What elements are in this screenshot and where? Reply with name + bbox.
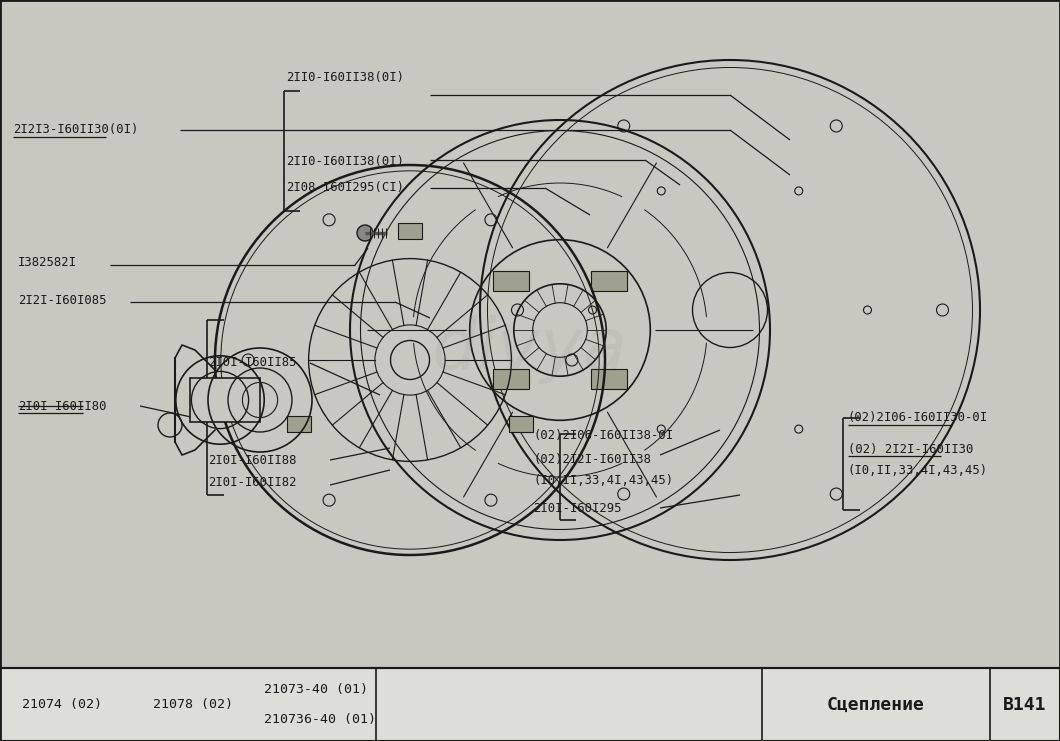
Text: (02)2I06-I60II38-0I: (02)2I06-I60II38-0I [533,430,673,442]
Bar [591,369,628,389]
Text: (I0,II,33,4I,43,45): (I0,II,33,4I,43,45) [848,464,988,476]
Text: 2I0I-I60II88: 2I0I-I60II88 [208,453,297,467]
Text: 21074 (02): 21074 (02) [22,698,102,711]
Text: B141: B141 [1003,696,1047,714]
Text: 2II0-I60II38(0I): 2II0-I60II38(0I) [286,155,404,167]
Circle shape [357,225,373,241]
Text: (I0,II,33,4I,43,45): (I0,II,33,4I,43,45) [533,473,673,487]
Text: divya: divya [432,316,628,385]
Text: 2I2I-I60I085: 2I2I-I60I085 [18,294,106,308]
Bar [493,271,529,291]
Text: (02)2I2I-I60II38: (02)2I2I-I60II38 [533,453,651,465]
Text: I382582I: I382582I [18,256,77,270]
Text: 2I0I-I60II85: 2I0I-I60II85 [208,356,297,370]
Bar [510,416,533,432]
Text: (02) 2I2I-I60II30: (02) 2I2I-I60II30 [848,442,973,456]
Text: 21073-40 (01): 21073-40 (01) [264,683,368,697]
Bar [493,369,529,389]
Bar [591,271,628,291]
Text: 210736-40 (01): 210736-40 (01) [264,713,376,725]
Bar [0,668,1060,741]
Text: 2I2I3-I60II30(0I): 2I2I3-I60II30(0I) [13,124,139,136]
Bar [190,378,260,422]
Text: 2II0-I60II38(0I): 2II0-I60II38(0I) [286,71,404,84]
Text: 21078 (02): 21078 (02) [153,698,233,711]
Text: 2I0I-I60II82: 2I0I-I60II82 [208,476,297,490]
Text: 2I0I-I60II80: 2I0I-I60II80 [18,399,106,413]
Text: (02)2I06-I60II30-0I: (02)2I06-I60II30-0I [848,411,988,425]
Text: 2I0I-I60I295: 2I0I-I60I295 [533,502,621,514]
Bar [398,223,422,239]
Bar [286,416,311,432]
Text: 2I08-I60I295(CI): 2I08-I60I295(CI) [286,182,404,194]
Text: Сцепление: Сцепление [827,696,925,714]
